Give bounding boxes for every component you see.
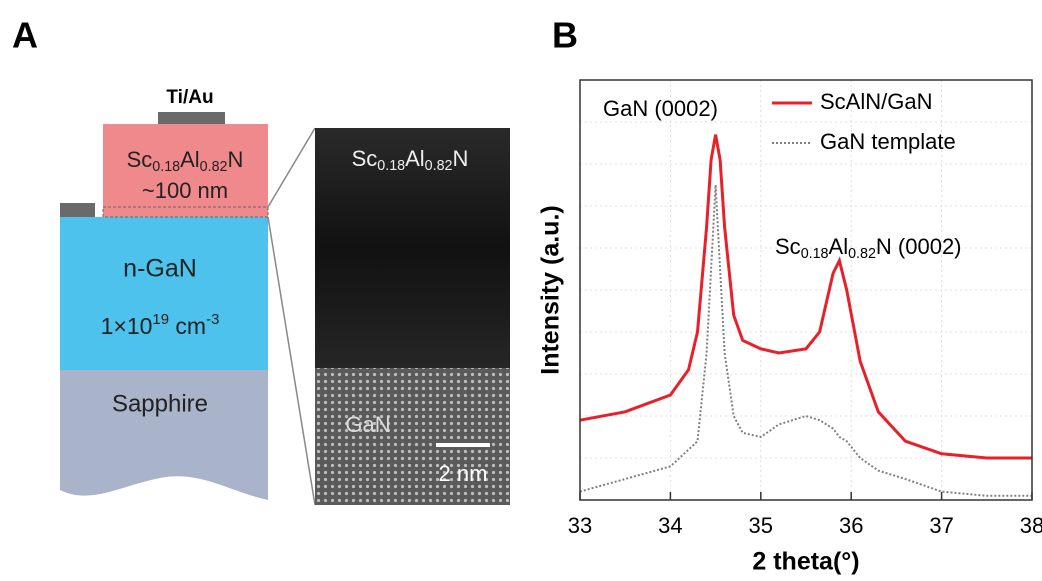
doping-part: 1×10 [101,313,153,339]
plot-frame [579,79,1033,501]
formula-part: N [228,147,244,172]
layer-formula: Sc0.18Al0.82N [127,147,244,175]
data-line [579,134,1032,460]
sapphire-layer [60,370,268,500]
peak-annotation: Sc0.18Al0.82N (0002) [775,234,962,262]
formula-sub: 0.82 [425,158,453,174]
formula-part: Al [180,147,200,172]
x-tick-label: 35 [749,513,773,538]
formula-part: N [453,146,469,171]
formula-part: Sc [775,234,801,259]
tem-formula: Sc0.18Al0.82N [352,146,469,174]
peak-annotation: GaN (0002) [603,96,718,121]
formula-part: Sc [127,147,153,172]
layer-thickness: ~100 nm [142,178,228,203]
layer-doping: 1×1019 cm-3 [101,311,220,339]
x-tick-label: 34 [658,513,682,538]
x-tick-label: 37 [929,513,953,538]
x-tick-label: 38 [1020,513,1042,538]
layer-name: n-GaN [123,255,197,283]
legend-label: GaN template [820,129,956,154]
formula-part: Al [405,146,425,171]
tem-top-region [315,128,510,368]
x-tick-label: 36 [839,513,863,538]
formula-sub: 0.18 [152,159,180,175]
tem-label: GaN [345,412,390,437]
x-tick-label: 33 [568,513,592,538]
tem-bottom-region [315,368,510,505]
zoom-line [267,216,316,506]
x-axis-label: 2 theta(°) [752,548,859,576]
zoom-box [102,206,269,218]
formula-sub: 0.82 [200,159,228,175]
data-line [579,184,1032,497]
doping-sup: 19 [152,311,169,328]
formula-part: Sc [352,146,378,171]
bottom-contact [60,203,95,217]
contact-label: Ti/Au [166,87,213,108]
legend-label: ScAlN/GaN [820,89,932,114]
formula-sub: 0.18 [377,158,405,174]
substrate-name: Sapphire [112,390,208,417]
formula-part: N [876,234,892,259]
doping-sup: -3 [206,311,219,328]
zoom-line [267,127,316,208]
xrd-chart: 33 34 35 36 37 38 ScAlN/GaN GaN template GaN (00… [537,79,1042,576]
panel-label: B [552,15,578,56]
layer-stack: Ti/Au Sc0.18Al0.82N ~100 nm n-GaN 1×1019… [60,87,316,506]
doping-part: cm [169,313,206,339]
formula-part: Al [829,234,849,259]
formula-sub: 0.82 [848,246,876,262]
scaln-layer [103,124,268,217]
scale-bar-label: 2 nm [439,461,488,486]
n-gan-layer [60,217,268,370]
formula-sub: 0.18 [801,246,829,262]
y-axis-label: Intensity (a.u.) [537,205,565,374]
formula-part: (0002) [892,234,962,259]
panel-label: A [12,15,38,56]
tem-image: Sc0.18Al0.82N GaN 2 nm [315,128,510,505]
top-contact [158,112,225,124]
